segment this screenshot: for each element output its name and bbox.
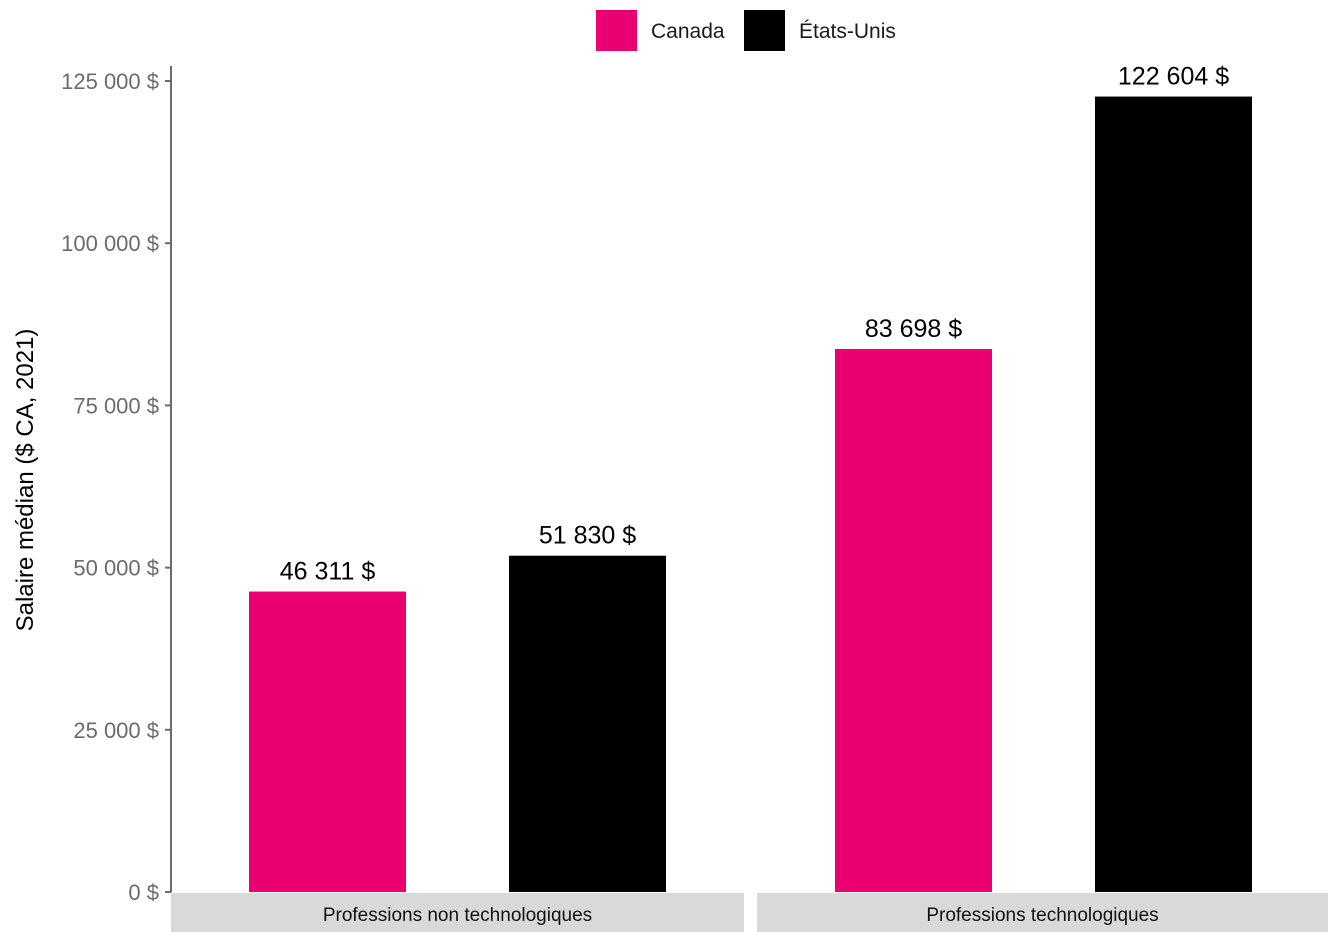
y-axis-label: Salaire médian ($ CA, 2021) [12,329,39,632]
y-tick-label: 75 000 $ [73,393,159,418]
bar-canada [835,348,992,892]
legend-label: États-Unis [799,20,896,43]
data-label: 51 830 $ [539,522,636,550]
bar-etats-unis [1095,96,1252,893]
bar-canada [249,591,406,892]
legend-swatch [744,10,785,51]
y-tick-label: 50 000 $ [73,556,159,581]
legend: Canada États-Unis [596,10,896,51]
facet-panel: Professions technologiques 83 698 $ 122 60… [757,63,1328,932]
y-tick-label: 100 000 $ [61,231,159,256]
panels: Professions non technologiques 46 311 $ 51… [171,63,1328,932]
facet-panel: Professions non technologiques 46 311 $ 51… [171,522,744,932]
facet-strip [757,893,1328,932]
y-tick-label: 125 000 $ [61,69,159,94]
y-axis-ticks: 0 $ 25 000 $ 50 000 $ 75 000 $ 100 000 $ 125 … [61,69,171,905]
y-tick-label: 0 $ [128,880,159,905]
facet-strip-label: Professions technologiques [926,905,1158,926]
legend-label: Canada [651,20,725,43]
data-label: 83 698 $ [865,315,962,343]
data-label: 122 604 $ [1118,63,1229,91]
facet-strip-label: Professions non technologiques [323,905,592,926]
y-tick-label: 25 000 $ [73,718,159,743]
facet-strip [171,893,744,932]
bar-etats-unis [509,555,666,892]
data-label: 46 311 $ [280,558,376,586]
legend-swatch [596,10,637,51]
